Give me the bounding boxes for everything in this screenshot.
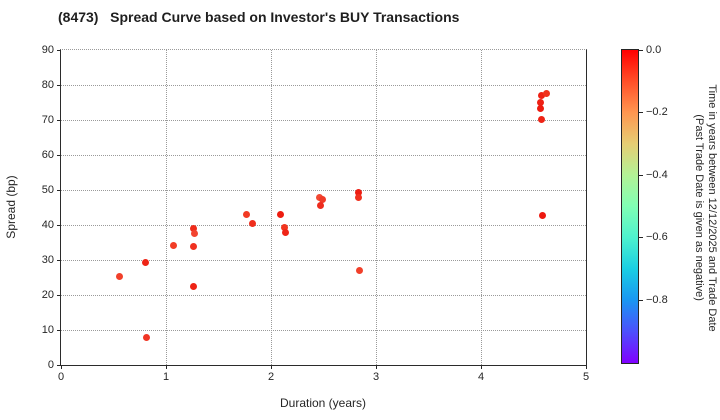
x-tick-1: [165, 366, 167, 369]
data-point: [141, 259, 149, 267]
x-tick-label: 4: [477, 371, 485, 383]
data-point: [539, 212, 547, 220]
x-tick-label: 5: [582, 371, 590, 383]
data-point: [354, 188, 362, 196]
data-point: [169, 242, 177, 250]
data-point: [116, 272, 124, 280]
data-point: [538, 91, 546, 99]
data-point: [318, 195, 326, 203]
colorbar-tick: [639, 237, 643, 239]
y-tick-70: [57, 119, 60, 121]
x-tick-0: [60, 366, 62, 369]
gridline-y-20: [61, 294, 586, 296]
data-point: [542, 89, 550, 97]
x-tick-2: [270, 366, 272, 369]
x-axis-label: Duration (years): [279, 396, 367, 410]
colorbar-tick-label: 0.0: [646, 43, 662, 56]
gridline-y-50: [61, 189, 586, 191]
gridline-y-10: [61, 329, 586, 331]
colorbar-tick-label: −0.2: [646, 106, 668, 119]
x-tick-3: [375, 366, 377, 369]
data-point: [316, 201, 324, 209]
colorbar-axis-label: Time in years between 12/12/2025 and Tra…: [692, 84, 718, 331]
data-point: [538, 115, 546, 123]
data-point: [537, 98, 545, 106]
y-tick-label: 60: [41, 148, 54, 161]
data-point: [190, 229, 198, 237]
colorbar-tick: [639, 49, 643, 51]
colorbar-tick: [639, 112, 643, 114]
x-tick-label: 2: [267, 371, 275, 383]
data-point: [282, 228, 290, 236]
colorbar-label-line2: (Past Trade Date is given as negative): [693, 114, 705, 302]
colorbar-tick: [639, 174, 643, 176]
data-point: [189, 283, 197, 291]
x-tick-label: 3: [372, 371, 380, 383]
y-tick-label: 0: [47, 358, 54, 371]
y-tick-label: 40: [41, 218, 54, 231]
y-tick-label: 70: [41, 113, 54, 126]
gridline-x-4: [480, 50, 482, 365]
x-tick-label: 1: [162, 371, 170, 383]
y-tick-label: 80: [41, 78, 54, 91]
chart-title: (8473) Spread Curve based on Investor's …: [58, 9, 460, 25]
y-tick-10: [57, 329, 60, 331]
gridline-x-1: [165, 50, 167, 365]
y-tick-20: [57, 294, 60, 296]
y-tick-60: [57, 154, 60, 156]
data-point: [281, 223, 289, 231]
data-point: [537, 104, 545, 112]
x-tick-label: 0: [57, 371, 65, 383]
colorbar-tick-label: −0.6: [646, 231, 668, 244]
colorbar-label-line1: Time in years between 12/12/2025 and Tra…: [706, 84, 718, 332]
y-tick-label: 10: [41, 323, 54, 336]
y-axis-label: Spread (bp): [4, 175, 18, 239]
gridline-y-40: [61, 224, 586, 226]
data-point: [189, 243, 197, 251]
y-tick-label: 90: [41, 43, 54, 56]
y-tick-90: [57, 49, 60, 51]
y-tick-40: [57, 224, 60, 226]
gridline-y-30: [61, 259, 586, 261]
gridline-y-80: [61, 84, 586, 86]
data-point: [142, 333, 150, 341]
gridline-y-70: [61, 119, 586, 121]
y-tick-80: [57, 84, 60, 86]
colorbar-tick: [639, 299, 643, 301]
x-tick-4: [480, 366, 482, 369]
plot-area: [60, 49, 587, 366]
gridline-x-3: [375, 50, 377, 365]
colorbar: [621, 49, 639, 364]
colorbar-tick-label: −0.8: [646, 293, 668, 306]
colorbar-gradient: [622, 50, 638, 363]
data-point: [243, 211, 251, 219]
y-tick-label: 50: [41, 183, 54, 196]
gridline-y-60: [61, 154, 586, 156]
y-tick-label: 20: [41, 288, 54, 301]
y-tick-50: [57, 189, 60, 191]
data-point: [189, 225, 197, 232]
y-tick-30: [57, 259, 60, 261]
x-tick-5: [585, 366, 587, 369]
y-tick-label: 30: [41, 253, 54, 266]
data-point: [248, 219, 256, 227]
data-point: [354, 193, 362, 201]
data-point: [276, 211, 284, 219]
colorbar-tick-label: −0.4: [646, 168, 668, 181]
data-point: [355, 267, 363, 275]
y-tick-0: [57, 364, 60, 366]
gridline-x-2: [270, 50, 272, 365]
